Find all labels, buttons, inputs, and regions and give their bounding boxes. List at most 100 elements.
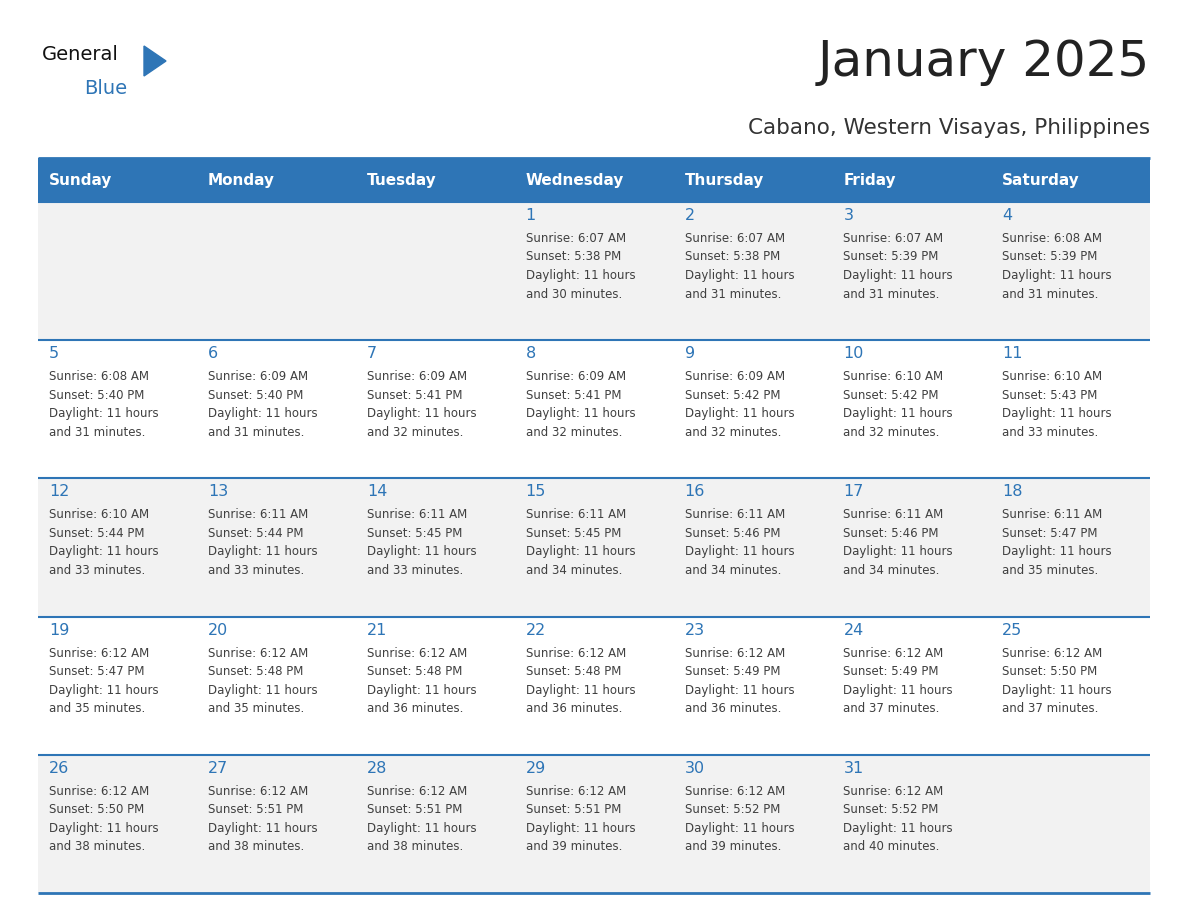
Text: and 38 minutes.: and 38 minutes.	[208, 840, 304, 854]
Text: and 31 minutes.: and 31 minutes.	[49, 426, 145, 439]
Text: Daylight: 11 hours: Daylight: 11 hours	[843, 269, 953, 282]
Text: Sunrise: 6:12 AM: Sunrise: 6:12 AM	[1003, 646, 1102, 660]
FancyBboxPatch shape	[674, 158, 833, 202]
Text: Sunrise: 6:08 AM: Sunrise: 6:08 AM	[49, 370, 150, 383]
Text: 21: 21	[367, 622, 387, 638]
Text: Sunrise: 6:11 AM: Sunrise: 6:11 AM	[843, 509, 943, 521]
Text: 25: 25	[1003, 622, 1023, 638]
Text: and 31 minutes.: and 31 minutes.	[1003, 287, 1099, 300]
Text: and 31 minutes.: and 31 minutes.	[843, 287, 940, 300]
Text: Sunset: 5:38 PM: Sunset: 5:38 PM	[684, 251, 779, 263]
Text: and 39 minutes.: and 39 minutes.	[684, 840, 781, 854]
Text: and 36 minutes.: and 36 minutes.	[526, 702, 623, 715]
Text: Sunrise: 6:10 AM: Sunrise: 6:10 AM	[1003, 370, 1102, 383]
Text: Sunrise: 6:12 AM: Sunrise: 6:12 AM	[526, 646, 626, 660]
Text: Sunset: 5:43 PM: Sunset: 5:43 PM	[1003, 388, 1098, 402]
Text: 2: 2	[684, 208, 695, 223]
Text: Sunset: 5:39 PM: Sunset: 5:39 PM	[843, 251, 939, 263]
Text: Daylight: 11 hours: Daylight: 11 hours	[1003, 684, 1112, 697]
Text: Tuesday: Tuesday	[367, 173, 436, 187]
Text: and 33 minutes.: and 33 minutes.	[208, 564, 304, 577]
Text: and 32 minutes.: and 32 minutes.	[526, 426, 623, 439]
Text: Thursday: Thursday	[684, 173, 764, 187]
Text: Sunset: 5:51 PM: Sunset: 5:51 PM	[526, 803, 621, 816]
Text: Blue: Blue	[84, 79, 127, 98]
Text: Sunset: 5:42 PM: Sunset: 5:42 PM	[684, 388, 781, 402]
Text: Daylight: 11 hours: Daylight: 11 hours	[843, 408, 953, 420]
Text: and 32 minutes.: and 32 minutes.	[684, 426, 781, 439]
Text: 26: 26	[49, 761, 69, 776]
Text: General: General	[42, 45, 119, 64]
Text: Sunset: 5:48 PM: Sunset: 5:48 PM	[367, 666, 462, 678]
Text: 12: 12	[49, 485, 69, 499]
Text: Wednesday: Wednesday	[526, 173, 624, 187]
Text: Sunset: 5:40 PM: Sunset: 5:40 PM	[208, 388, 303, 402]
Text: 16: 16	[684, 485, 704, 499]
Text: Daylight: 11 hours: Daylight: 11 hours	[208, 684, 317, 697]
Text: and 34 minutes.: and 34 minutes.	[684, 564, 781, 577]
Text: Daylight: 11 hours: Daylight: 11 hours	[208, 545, 317, 558]
Text: and 34 minutes.: and 34 minutes.	[526, 564, 623, 577]
Text: 15: 15	[526, 485, 546, 499]
FancyBboxPatch shape	[197, 158, 355, 202]
Text: Daylight: 11 hours: Daylight: 11 hours	[684, 408, 794, 420]
Text: and 33 minutes.: and 33 minutes.	[367, 564, 463, 577]
FancyBboxPatch shape	[38, 202, 1150, 341]
Text: and 31 minutes.: and 31 minutes.	[208, 426, 304, 439]
Text: Sunrise: 6:11 AM: Sunrise: 6:11 AM	[684, 509, 785, 521]
Text: Sunrise: 6:09 AM: Sunrise: 6:09 AM	[367, 370, 467, 383]
Text: Sunset: 5:50 PM: Sunset: 5:50 PM	[1003, 666, 1098, 678]
Text: Daylight: 11 hours: Daylight: 11 hours	[208, 822, 317, 834]
Text: Saturday: Saturday	[1003, 173, 1080, 187]
Text: 22: 22	[526, 622, 546, 638]
Text: 5: 5	[49, 346, 59, 361]
Text: and 38 minutes.: and 38 minutes.	[367, 840, 463, 854]
Text: Daylight: 11 hours: Daylight: 11 hours	[1003, 545, 1112, 558]
Text: and 31 minutes.: and 31 minutes.	[684, 287, 781, 300]
Text: Sunrise: 6:07 AM: Sunrise: 6:07 AM	[684, 232, 784, 245]
Text: Daylight: 11 hours: Daylight: 11 hours	[367, 408, 476, 420]
Text: Sunrise: 6:12 AM: Sunrise: 6:12 AM	[684, 646, 785, 660]
Text: Sunrise: 6:07 AM: Sunrise: 6:07 AM	[526, 232, 626, 245]
Polygon shape	[144, 46, 166, 76]
Text: Daylight: 11 hours: Daylight: 11 hours	[526, 408, 636, 420]
Text: Daylight: 11 hours: Daylight: 11 hours	[684, 684, 794, 697]
Text: 28: 28	[367, 761, 387, 776]
FancyBboxPatch shape	[355, 158, 514, 202]
Text: Sunrise: 6:10 AM: Sunrise: 6:10 AM	[843, 370, 943, 383]
Text: 3: 3	[843, 208, 853, 223]
Text: Sunrise: 6:12 AM: Sunrise: 6:12 AM	[49, 646, 150, 660]
Text: Sunset: 5:47 PM: Sunset: 5:47 PM	[1003, 527, 1098, 540]
Text: 19: 19	[49, 622, 69, 638]
Text: 17: 17	[843, 485, 864, 499]
Text: Daylight: 11 hours: Daylight: 11 hours	[49, 822, 159, 834]
Text: Sunset: 5:46 PM: Sunset: 5:46 PM	[684, 527, 781, 540]
Text: Sunset: 5:39 PM: Sunset: 5:39 PM	[1003, 251, 1098, 263]
FancyBboxPatch shape	[38, 755, 1150, 893]
Text: Sunset: 5:48 PM: Sunset: 5:48 PM	[208, 666, 303, 678]
Text: and 32 minutes.: and 32 minutes.	[843, 426, 940, 439]
Text: Sunrise: 6:11 AM: Sunrise: 6:11 AM	[367, 509, 467, 521]
Text: 14: 14	[367, 485, 387, 499]
Text: and 33 minutes.: and 33 minutes.	[49, 564, 145, 577]
Text: and 33 minutes.: and 33 minutes.	[1003, 426, 1099, 439]
Text: Daylight: 11 hours: Daylight: 11 hours	[526, 545, 636, 558]
Text: Daylight: 11 hours: Daylight: 11 hours	[208, 408, 317, 420]
Text: and 32 minutes.: and 32 minutes.	[367, 426, 463, 439]
Text: Sunset: 5:45 PM: Sunset: 5:45 PM	[526, 527, 621, 540]
FancyBboxPatch shape	[991, 158, 1150, 202]
Text: 13: 13	[208, 485, 228, 499]
Text: and 37 minutes.: and 37 minutes.	[843, 702, 940, 715]
FancyBboxPatch shape	[514, 158, 674, 202]
Text: 29: 29	[526, 761, 546, 776]
Text: Sunset: 5:49 PM: Sunset: 5:49 PM	[843, 666, 939, 678]
Text: Daylight: 11 hours: Daylight: 11 hours	[843, 545, 953, 558]
Text: Sunset: 5:50 PM: Sunset: 5:50 PM	[49, 803, 145, 816]
Text: Sunset: 5:49 PM: Sunset: 5:49 PM	[684, 666, 781, 678]
Text: Sunrise: 6:08 AM: Sunrise: 6:08 AM	[1003, 232, 1102, 245]
FancyBboxPatch shape	[38, 617, 1150, 755]
Text: Daylight: 11 hours: Daylight: 11 hours	[367, 822, 476, 834]
Text: Sunset: 5:41 PM: Sunset: 5:41 PM	[526, 388, 621, 402]
Text: Sunset: 5:40 PM: Sunset: 5:40 PM	[49, 388, 145, 402]
Text: and 35 minutes.: and 35 minutes.	[49, 702, 145, 715]
